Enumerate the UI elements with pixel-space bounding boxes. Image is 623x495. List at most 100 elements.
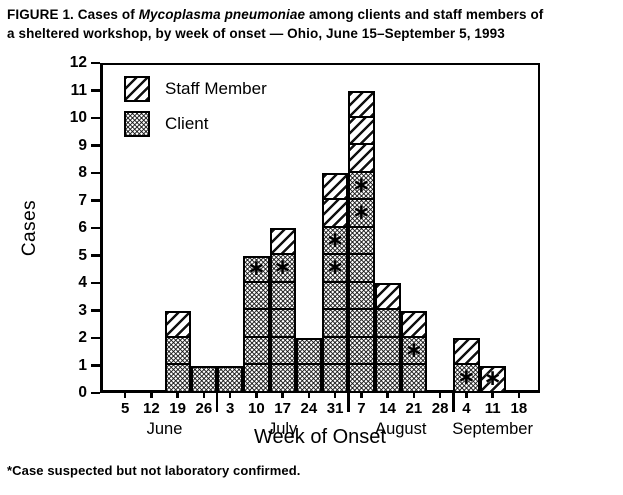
bar-column-july-17: ∗ [269, 228, 296, 393]
figure-title-prefix: FIGURE 1. Cases of [7, 7, 139, 22]
x-tick-mark [438, 393, 442, 398]
client-hatch-swatch-icon [124, 111, 150, 137]
client-case-cell: ∗ [243, 255, 270, 283]
suspected-case-asterisk: ∗ [457, 365, 476, 390]
y-tick-mark [91, 199, 100, 202]
staff-case-cell [322, 198, 349, 228]
bar-column-july-24 [295, 338, 322, 393]
client-case-cell [295, 363, 322, 393]
x-tick-label: 12 [143, 400, 160, 417]
x-tick-label: 7 [357, 400, 366, 417]
client-case-cell [190, 365, 217, 393]
y-tick-mark [91, 281, 100, 285]
x-tick-label: 3 [225, 400, 235, 417]
x-tick-mark [176, 393, 179, 398]
x-tick-label: 10 [248, 400, 265, 417]
client-case-cell [348, 335, 375, 366]
client-case-cell [322, 335, 349, 366]
legend-label-staff: Staff Member [165, 79, 267, 98]
month-label-june: June [146, 420, 183, 438]
x-tick-mark [517, 393, 521, 398]
suspected-case-asterisk: ∗ [325, 255, 345, 280]
x-tick-mark [465, 393, 468, 398]
client-case-cell [374, 335, 401, 366]
y-tick-label: 10 [69, 109, 87, 126]
client-case-cell [243, 335, 270, 366]
staff-case-cell [164, 310, 191, 338]
suspected-case-asterisk: ∗ [352, 200, 371, 225]
client-case-cell [164, 363, 191, 393]
y-tick-label: 9 [78, 136, 87, 154]
bar-column-june-19 [164, 310, 191, 393]
client-case-cell [322, 308, 349, 338]
client-case-cell [269, 280, 296, 311]
staff-case-cell [269, 228, 296, 256]
y-tick-label: 0 [78, 384, 87, 401]
client-case-cell: ∗ [348, 170, 375, 201]
client-case-cell [243, 308, 270, 338]
x-tick-mark [333, 393, 337, 398]
bar-column-september-11: ∗ [479, 365, 506, 393]
client-case-cell [164, 335, 191, 366]
y-tick-mark [91, 226, 100, 230]
suspected-case-asterisk: ∗ [483, 366, 502, 392]
legend-item-staff: Staff Member [124, 76, 267, 102]
legend: Staff Member Client [124, 76, 267, 137]
y-tick-label: 7 [78, 191, 87, 209]
staff-case-cell [348, 115, 375, 146]
x-axis-title: Week of Onset [254, 426, 386, 448]
client-case-cell: ∗ [269, 253, 296, 283]
x-tick-label: 19 [169, 400, 186, 417]
client-case-cell [269, 308, 296, 338]
x-tick-label: 24 [300, 400, 318, 417]
y-tick-mark [91, 171, 100, 175]
footnote: *Case suspected but not laboratory confi… [7, 463, 301, 478]
x-tick-mark [150, 393, 153, 398]
client-case-cell [348, 363, 375, 393]
y-tick-label: 4 [78, 274, 87, 291]
y-tick-label: 5 [78, 246, 87, 264]
y-tick-mark [91, 144, 100, 147]
client-case-cell [322, 280, 349, 311]
figure-title-suffix: among clients and staff members of [305, 7, 544, 22]
x-tick-mark [123, 393, 127, 398]
y-tick-label: 6 [78, 219, 87, 236]
x-tick-mark [307, 393, 311, 398]
legend-label-client: Client [165, 114, 209, 133]
client-case-cell [348, 308, 375, 338]
legend-item-client: Client [124, 111, 267, 137]
month-label-august: August [375, 420, 427, 438]
x-tick-mark [491, 393, 494, 398]
y-tick-mark [91, 61, 100, 65]
staff-case-cell [348, 90, 375, 118]
x-tick-label: 5 [120, 400, 130, 417]
client-case-cell: ∗ [322, 253, 349, 283]
x-tick-label: 18 [510, 400, 528, 417]
suspected-case-asterisk: ∗ [404, 337, 424, 363]
client-case-cell [400, 363, 427, 393]
client-case-cell [374, 363, 401, 393]
client-case-cell: ∗ [322, 225, 349, 256]
client-case-cell [269, 363, 296, 393]
bar-column-june-26 [190, 365, 217, 393]
month-separator [215, 393, 219, 412]
y-tick-label: 12 [69, 54, 87, 71]
figure-title-line2: a sheltered workshop, by week of onset —… [7, 25, 505, 41]
y-axis-title: Cases [19, 199, 40, 257]
bar-column-july-31: ∗ ∗ [322, 173, 349, 393]
x-tick-label: 28 [431, 400, 449, 417]
x-tick-label: 17 [274, 400, 291, 417]
month-label-july: July [267, 420, 298, 438]
x-tick-label: 4 [462, 400, 471, 417]
y-tick-label: 8 [78, 164, 87, 181]
x-tick-label: 11 [484, 400, 501, 417]
client-case-cell [374, 308, 401, 338]
suspected-case-asterisk: ∗ [273, 255, 292, 280]
client-case-cell: ∗ [400, 335, 427, 366]
staff-case-cell [322, 173, 349, 201]
y-tick-mark [91, 89, 100, 92]
client-case-cell [348, 253, 375, 283]
y-tick-label: 3 [78, 301, 87, 319]
